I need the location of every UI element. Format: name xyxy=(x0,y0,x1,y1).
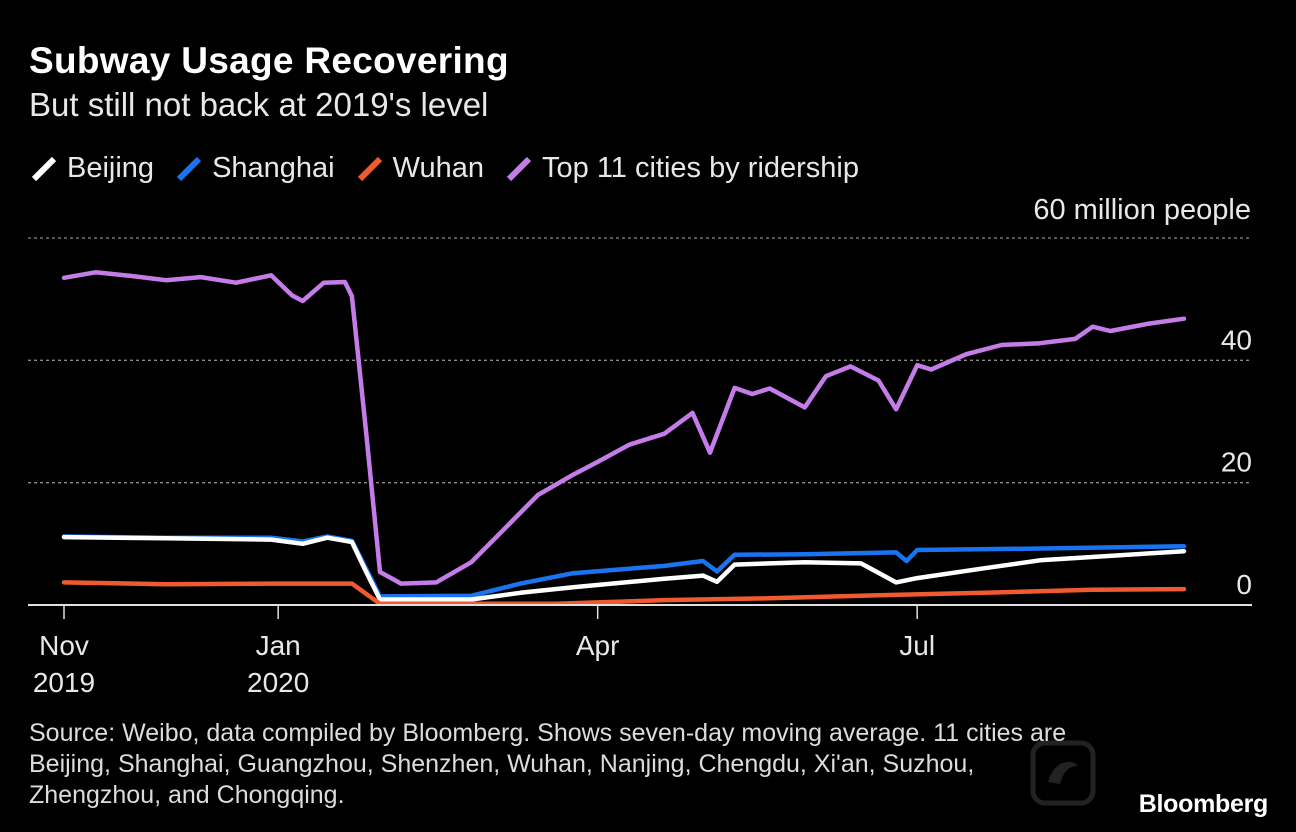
y-tick-label-20: 20 xyxy=(1221,447,1252,478)
series-lines xyxy=(61,270,1187,607)
legend-swatch-shanghai xyxy=(176,156,202,182)
series-line-wuhan xyxy=(61,580,1187,607)
x-tick-label-nov: Nov xyxy=(39,630,89,661)
x-tick-year-2019: 2019 xyxy=(33,667,95,698)
legend: Beijing Shanghai Wuhan Top 11 cities by … xyxy=(29,150,879,186)
series-line-top-11-cities-by-ridership xyxy=(61,270,1187,586)
gridlines xyxy=(28,237,1252,484)
legend-swatch-beijing xyxy=(31,156,57,182)
legend-swatch-wuhan xyxy=(357,156,382,182)
y-tick-label-40: 40 xyxy=(1221,324,1252,355)
x-tick-label-apr: Apr xyxy=(576,630,620,661)
legend-label-top11: Top 11 cities by ridership xyxy=(542,151,860,184)
chart-subtitle: But still not back at 2019's level xyxy=(29,86,489,123)
legend-item-wuhan: Wuhan xyxy=(355,152,484,185)
legend-item-shanghai: Shanghai xyxy=(174,152,335,185)
x-tick-label-jul: Jul xyxy=(899,630,935,661)
y-axis-unit-label: 60 million people xyxy=(1033,194,1251,226)
legend-swatch-top11 xyxy=(506,156,532,182)
chart-title: Subway Usage Recovering xyxy=(29,40,509,81)
series-line-shanghai xyxy=(61,534,1187,599)
legend-label-beijing: Beijing xyxy=(67,151,155,184)
watermark-logo xyxy=(1030,740,1096,806)
bloomberg-logo: Bloomberg xyxy=(1138,790,1269,818)
y-tick-label-0: 0 xyxy=(1236,569,1252,600)
source-footnote: Source: Weibo, data compiled by Bloomber… xyxy=(29,719,1067,809)
x-tick-label-jan: Jan xyxy=(256,630,301,661)
legend-item-top11: Top 11 cities by ridership xyxy=(504,152,859,185)
legend-label-shanghai: Shanghai xyxy=(212,151,335,184)
x-tick-year-2020: 2020 xyxy=(247,667,309,698)
legend-item-beijing: Beijing xyxy=(29,152,154,185)
series-line-beijing xyxy=(61,534,1187,602)
axes: 0 20 40 Nov 2019 Jan 2020 Apr Jul xyxy=(28,324,1252,698)
legend-label-wuhan: Wuhan xyxy=(392,151,484,184)
